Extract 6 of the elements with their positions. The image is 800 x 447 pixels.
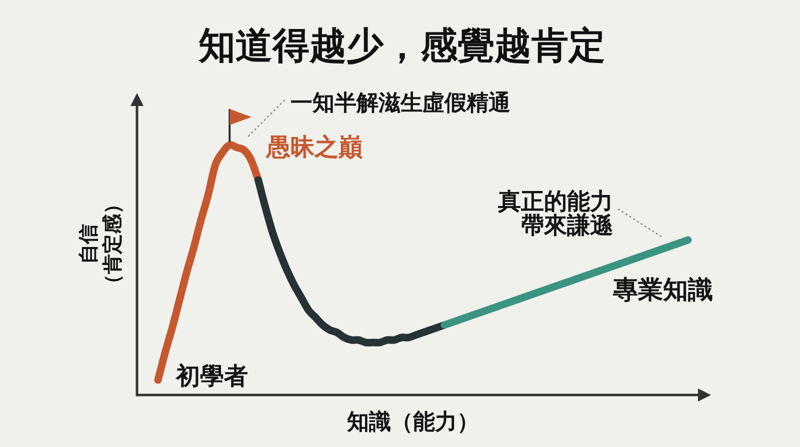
annotation: 真正的能力帶來謙遜 xyxy=(498,188,613,238)
ylabel: 自信（肯定感） xyxy=(78,194,124,294)
annotation: 初學者 xyxy=(176,362,248,390)
annotation: 一知半解滋生虛假精通 xyxy=(290,90,511,114)
xlabel: 知識（能力） xyxy=(347,408,479,434)
title: 知道得越少，感覺越肯定 xyxy=(198,24,606,66)
